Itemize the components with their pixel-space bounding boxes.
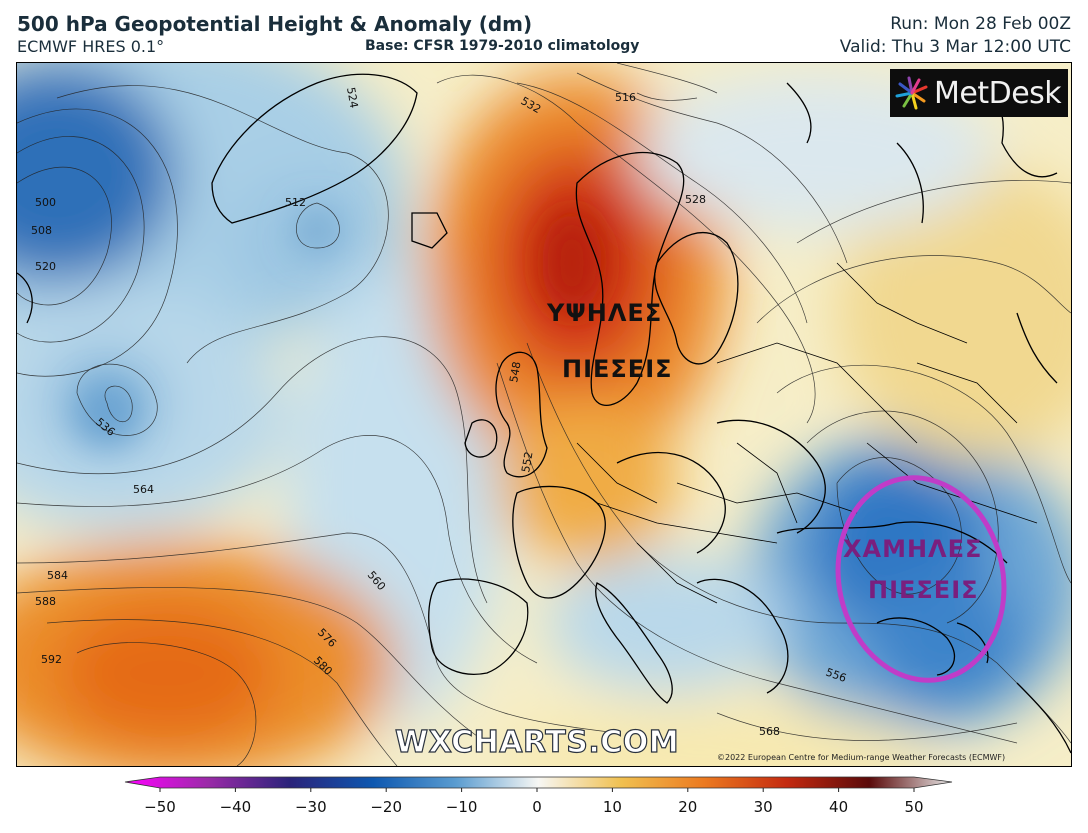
contour-label: 548 [507, 361, 523, 384]
colorbar-tick-label: 20 [678, 798, 697, 816]
contour-label: 528 [685, 193, 706, 206]
height-contours [17, 63, 1071, 766]
colorbar-tick-label: −10 [446, 798, 478, 816]
wxcharts-watermark: WXCHARTS.COM [394, 724, 680, 760]
model-label: ECMWF HRES 0.1° [17, 37, 165, 56]
copyright-notice: ©2022 European Centre for Medium-range W… [717, 753, 1006, 762]
low-pressure-circle [835, 475, 1007, 683]
low-pressure-label-line2: ΠΙΕΣΕΙΣ [868, 576, 979, 604]
colorbar-ticks: −50 −40 −30 −20 −10 0 10 20 30 40 50 [144, 788, 924, 816]
colorbar-tick-label: 10 [603, 798, 622, 816]
anomaly-colorbar: −50 −40 −30 −20 −10 0 10 20 30 40 50 [124, 776, 953, 816]
contour-label: 520 [35, 260, 56, 273]
contour-label: 500 [35, 196, 56, 209]
valid-time-label: Valid: Thu 3 Mar 12:00 UTC [839, 37, 1071, 57]
contour-label: 516 [615, 91, 636, 104]
colorbar-tick-label: 50 [904, 798, 923, 816]
contour-label: 512 [285, 196, 306, 209]
contour-label: 552 [519, 451, 535, 474]
contour-label: 508 [31, 224, 52, 237]
run-time-label: Run: Mon 28 Feb 00Z [890, 14, 1071, 34]
map-canvas: 500 508 512 516 520 524 528 532 536 548 … [17, 63, 1071, 766]
colorbar-gradient [124, 776, 953, 789]
logo-text: MetDesk [934, 75, 1062, 111]
contour-label: 524 [344, 86, 360, 109]
contour-label: 592 [41, 653, 62, 666]
anomaly-map: 500 508 512 516 520 524 528 532 536 548 … [16, 62, 1072, 767]
colorbar-tick-label: −50 [144, 798, 176, 816]
metdesk-burst-icon [895, 76, 928, 110]
colorbar-tick-label: −30 [295, 798, 327, 816]
contour-label: 584 [47, 569, 68, 582]
contour-label: 564 [133, 483, 154, 496]
colorbar-tick-label: 0 [532, 798, 542, 816]
country-borders [576, 262, 1038, 604]
colorbar-tick-label: −20 [370, 798, 402, 816]
low-pressure-label-line1: ΧΑΜΗΛΕΣ [843, 535, 983, 563]
contour-label: 588 [35, 595, 56, 608]
chart-title: 500 hPa Geopotential Height & Anomaly (d… [17, 12, 533, 36]
colorbar-tick-label: 30 [754, 798, 773, 816]
metdesk-logo: MetDesk [890, 69, 1068, 117]
climatology-base-label: Base: CFSR 1979-2010 climatology [365, 38, 640, 54]
contour-label: 568 [759, 725, 780, 738]
colorbar-tick-label: −40 [220, 798, 252, 816]
high-pressure-label-line2: ΠΙΕΣΕΙΣ [562, 355, 673, 383]
coastlines [17, 73, 1071, 754]
colorbar-tick-label: 40 [829, 798, 848, 816]
high-pressure-label-line1: ΥΨΗΛΕΣ [547, 299, 663, 327]
